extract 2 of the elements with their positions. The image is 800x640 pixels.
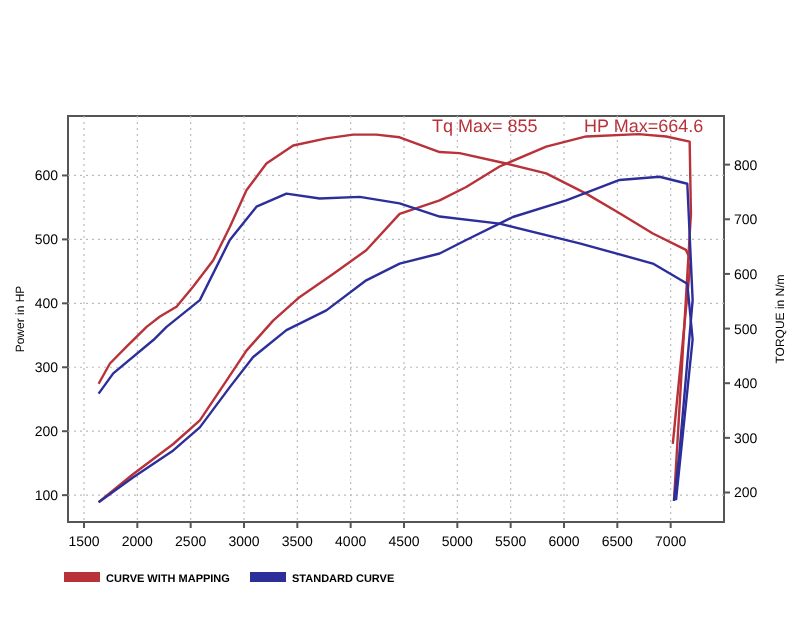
annotation: HP Max=664.6 bbox=[584, 116, 704, 136]
annotation: Tq Max= 855 bbox=[432, 116, 538, 136]
